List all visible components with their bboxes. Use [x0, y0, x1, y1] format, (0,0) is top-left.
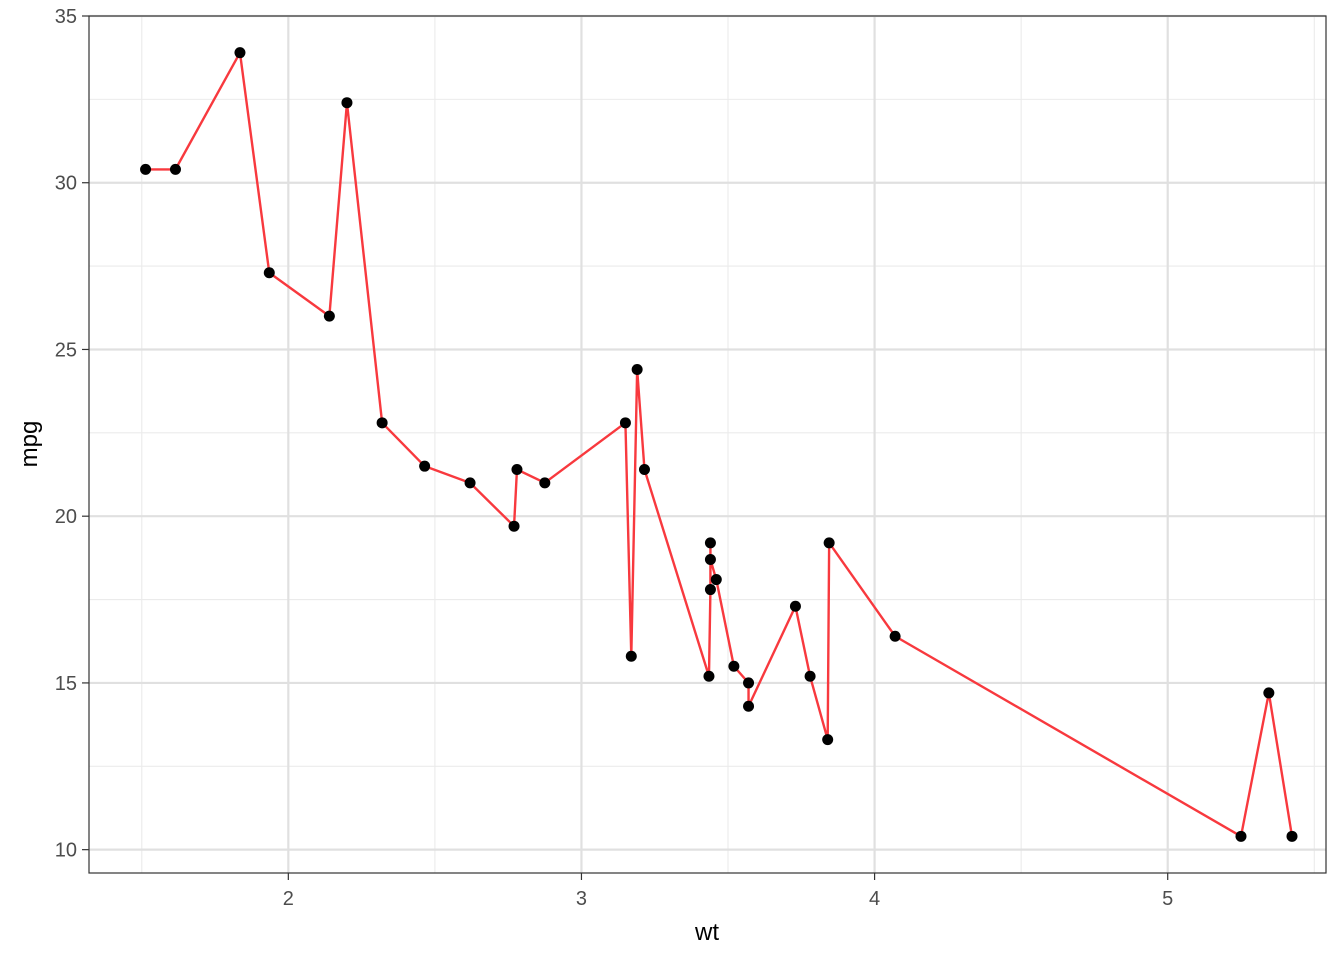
series-line-group	[145, 51, 1294, 838]
x-axis: 2 3 4 5	[283, 873, 1173, 910]
data-point	[743, 700, 755, 712]
data-point	[1235, 830, 1247, 842]
y-tick-label: 15	[55, 673, 77, 695]
data-point	[234, 47, 246, 59]
minor-gridlines	[89, 16, 1326, 873]
data-point	[638, 464, 650, 476]
x-axis-title: wt	[694, 919, 719, 946]
data-point	[1263, 687, 1275, 699]
data-point	[625, 650, 637, 662]
data-point	[728, 660, 740, 672]
data-point	[511, 464, 523, 476]
data-points	[140, 47, 1298, 842]
data-point	[704, 584, 716, 596]
data-point	[889, 630, 901, 642]
data-point	[823, 537, 835, 549]
y-tick-label: 35	[55, 6, 77, 28]
data-point	[1286, 830, 1298, 842]
data-point	[341, 97, 353, 109]
series-line	[145, 51, 1294, 838]
y-tick-label: 20	[55, 506, 77, 528]
data-point	[789, 600, 801, 612]
data-point	[619, 417, 631, 429]
data-point	[743, 677, 755, 689]
y-tick-label: 30	[55, 173, 77, 195]
data-point	[804, 670, 816, 682]
data-point	[140, 163, 152, 175]
x-tick-label: 4	[869, 888, 880, 910]
major-gridlines	[89, 14, 1326, 873]
data-point	[631, 363, 643, 375]
data-point	[263, 267, 275, 279]
y-tick-label: 10	[55, 840, 77, 862]
data-point	[539, 477, 551, 489]
x-tick-label: 5	[1162, 888, 1173, 910]
plot-panel	[89, 16, 1326, 873]
data-point	[419, 460, 431, 472]
x-tick-label: 3	[576, 888, 587, 910]
x-tick-label: 2	[283, 888, 294, 910]
data-point	[703, 670, 715, 682]
y-axis: 10 15 20 25 30 35	[55, 6, 89, 862]
data-point	[704, 554, 716, 566]
data-point	[376, 417, 388, 429]
data-point	[169, 163, 181, 175]
y-axis-title: mpg	[16, 421, 43, 468]
y-tick-label: 25	[55, 339, 77, 361]
data-point	[508, 520, 520, 532]
data-point	[323, 310, 335, 322]
data-point	[822, 734, 834, 746]
data-point	[710, 574, 722, 586]
data-point	[704, 537, 716, 549]
data-point	[464, 477, 476, 489]
panel-border	[88, 15, 1327, 874]
